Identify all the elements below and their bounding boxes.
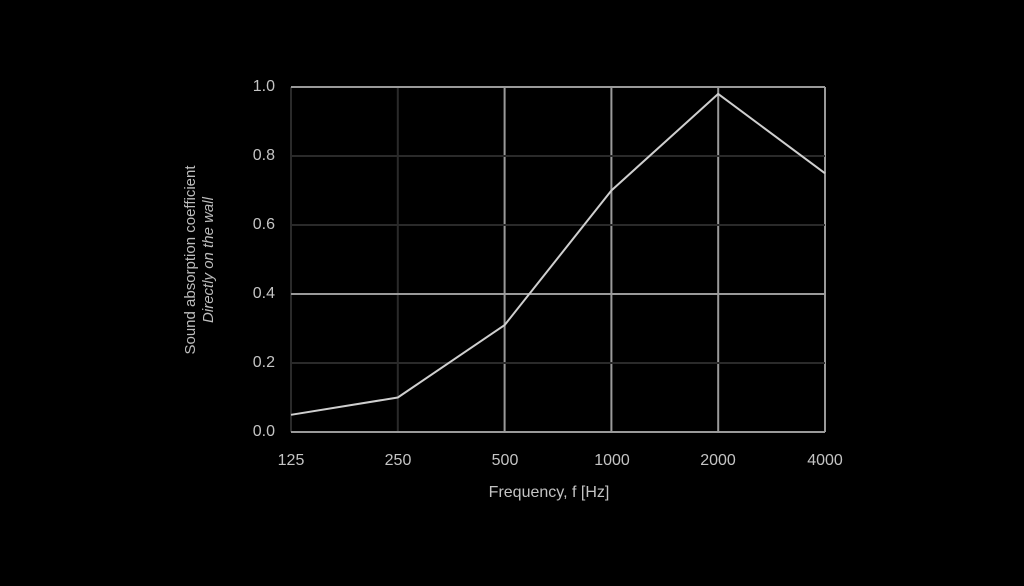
y-axis-subtitle: Directly on the wall [200,196,217,323]
y-axis-title: Sound absorption coefficient [182,164,199,355]
x-tick-4: 2000 [700,452,736,469]
absorption-curve [290,92,826,416]
y-tick-2: 0.4 [252,285,275,302]
x-tick-2: 500 [491,452,519,469]
x-axis-label: Frequency, f [Hz] [488,484,610,501]
y-tick-0: 0.0 [252,423,275,440]
y-axis-label: Sound absorption coefficient Directly on… [182,165,218,354]
x-tick-3: 1000 [594,452,630,469]
y-tick-5: 1.0 [252,78,275,95]
x-tick-0: 125 [277,452,305,469]
y-axis-label-wrap: Sound absorption coefficient Directly on… [160,87,240,432]
y-tick-3: 0.6 [252,216,275,233]
grid-lines [290,86,826,433]
y-tick-4: 0.8 [252,147,275,164]
y-tick-1: 0.2 [252,354,275,371]
x-tick-5: 4000 [807,452,843,469]
x-tick-1: 250 [384,452,412,469]
